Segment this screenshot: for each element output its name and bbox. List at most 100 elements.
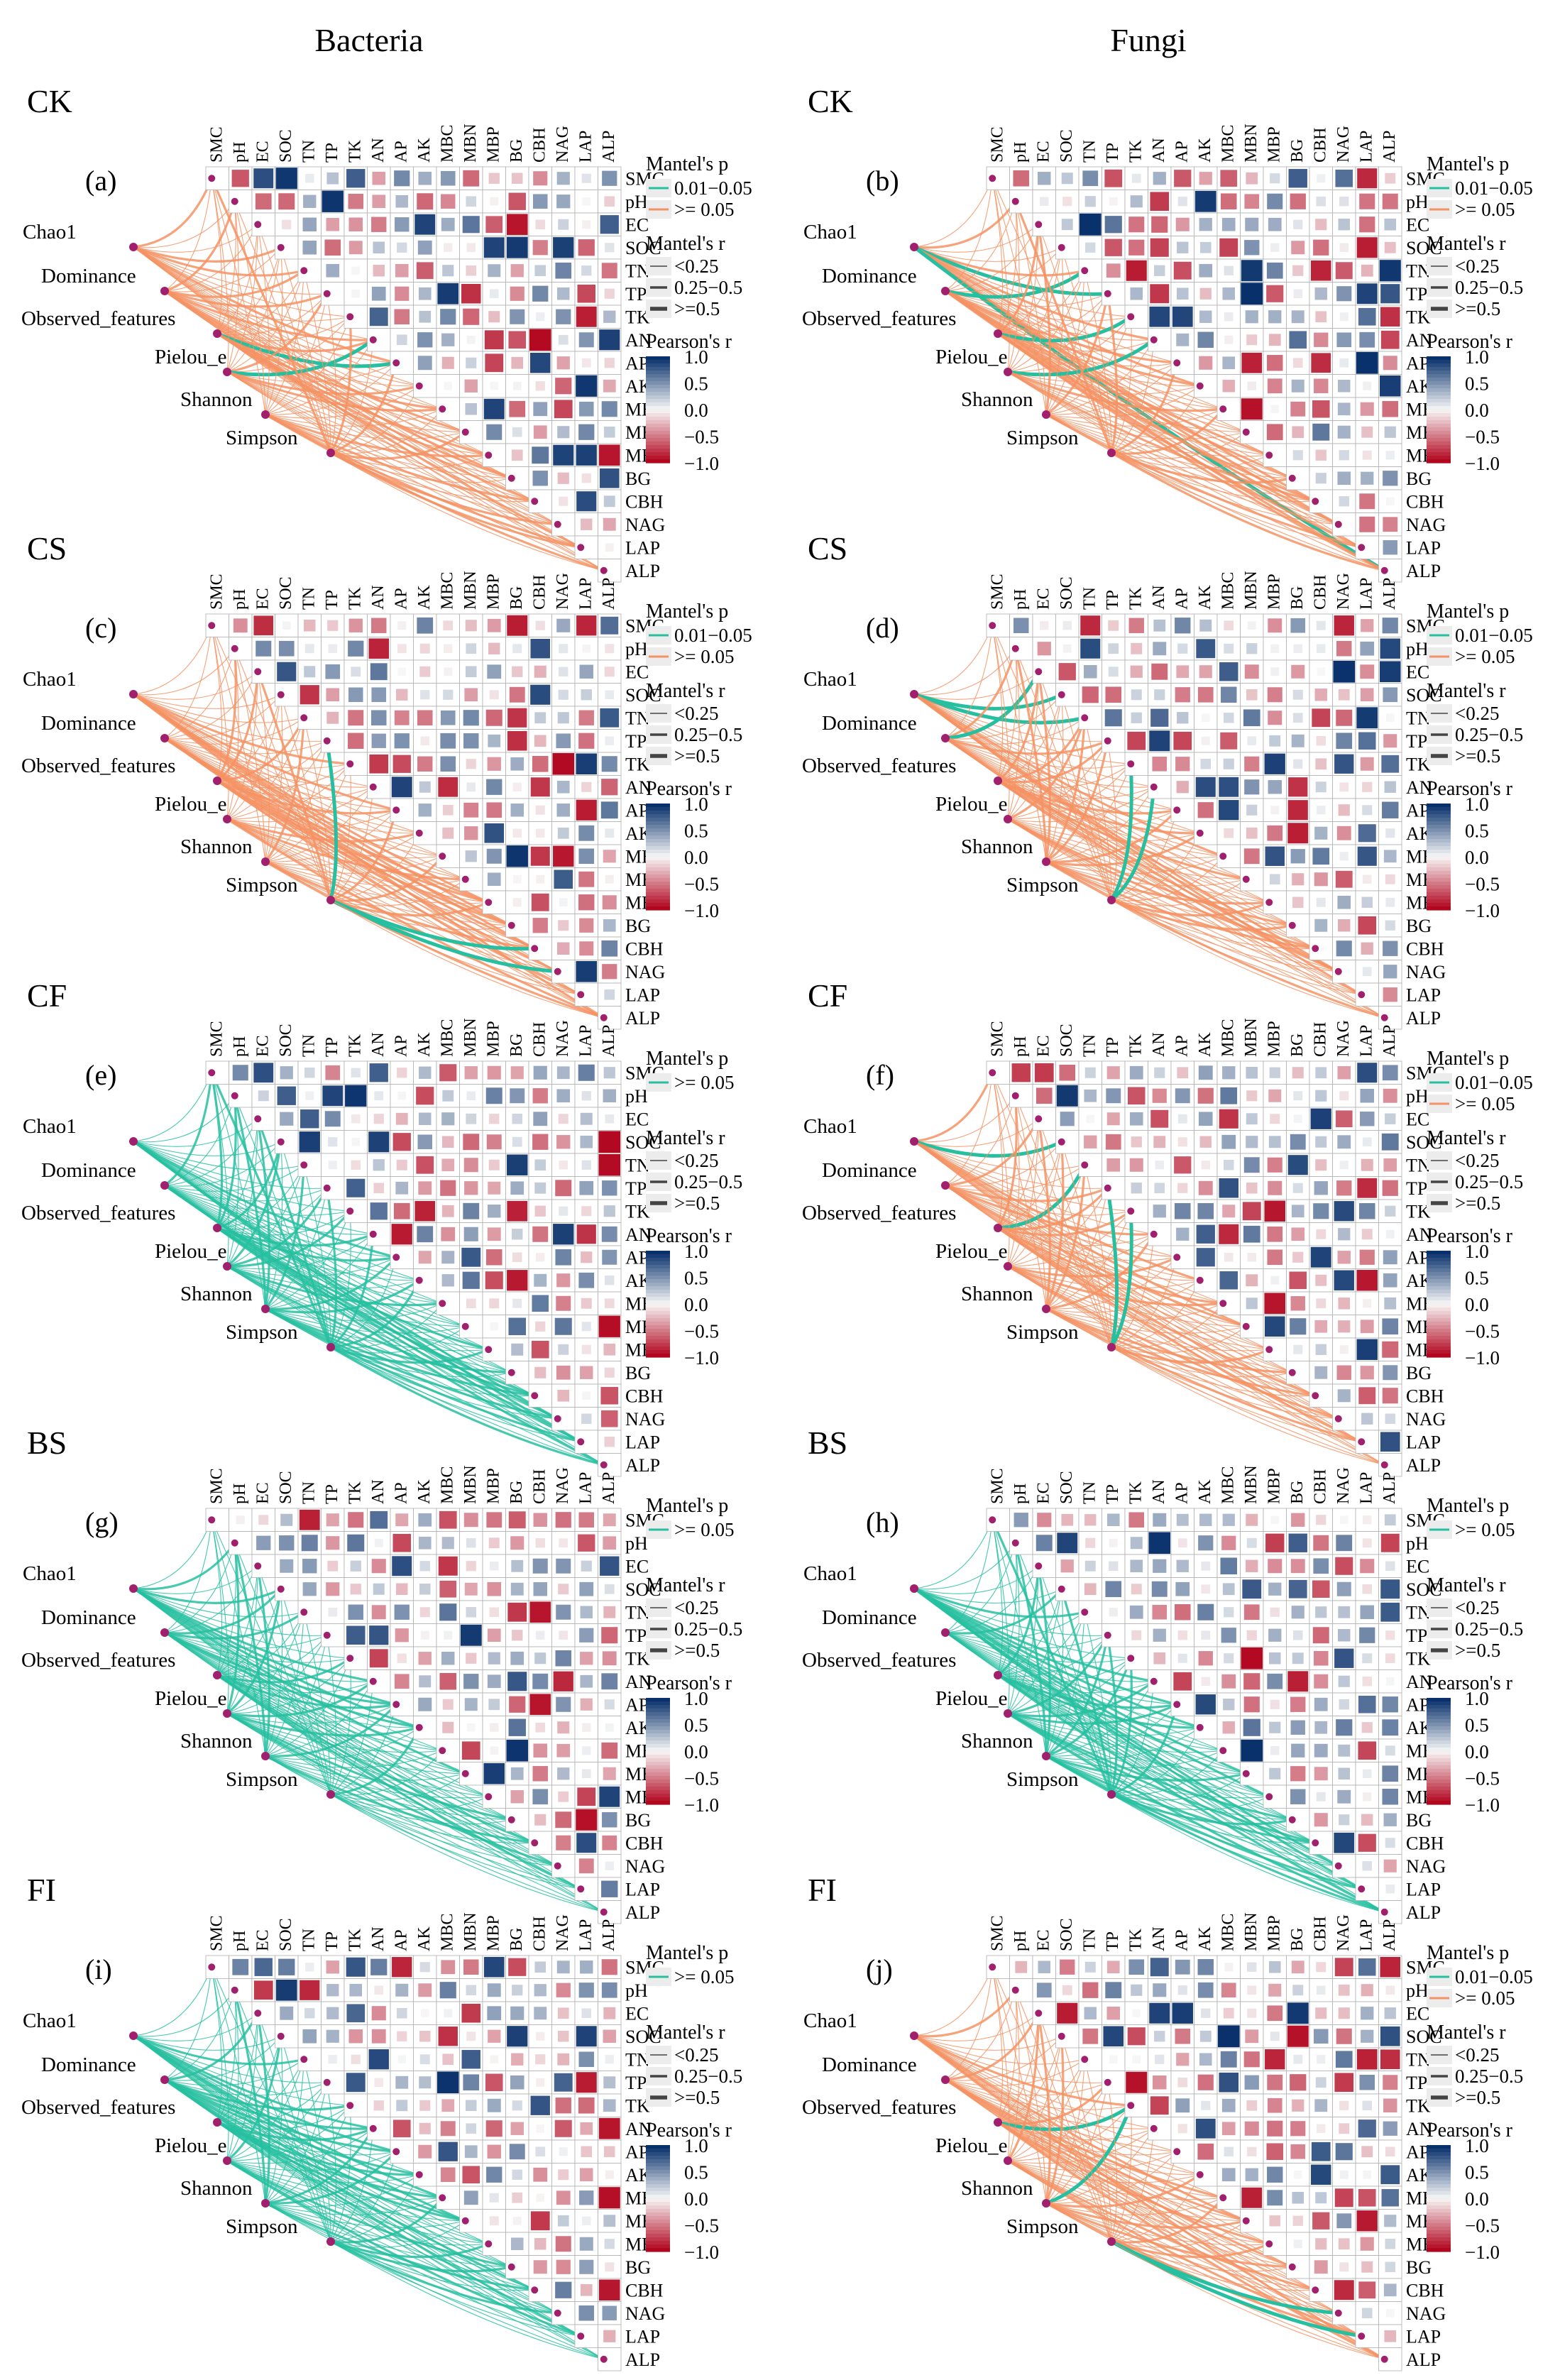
correlation-square xyxy=(1199,172,1212,185)
mantel-link xyxy=(945,625,993,739)
index-label: Simpson xyxy=(1006,1768,1079,1791)
mantel-link xyxy=(945,290,1108,307)
correlation-square xyxy=(440,733,456,749)
correlation-square xyxy=(1219,1224,1239,1244)
correlation-square xyxy=(601,1880,618,1897)
correlation-square xyxy=(1356,283,1378,305)
variable-node xyxy=(1265,451,1273,459)
mantel-link xyxy=(1111,452,1270,469)
variable-node xyxy=(1288,474,1296,482)
correlation-square xyxy=(1082,686,1099,703)
correlation-square xyxy=(510,286,524,301)
column-label: TK xyxy=(1126,1481,1145,1504)
correlation-square xyxy=(1221,1628,1236,1643)
colorbar-segment xyxy=(646,2156,670,2160)
correlation-square xyxy=(439,1510,457,1529)
correlation-square xyxy=(488,1537,500,1549)
mantel-links xyxy=(133,625,605,1019)
correlation-square xyxy=(1241,1647,1263,1669)
correlation-square xyxy=(371,733,386,748)
correlation-square xyxy=(1246,827,1258,839)
correlation-square xyxy=(396,334,407,346)
correlation-square xyxy=(1384,426,1396,438)
colorbar-tick: −0.5 xyxy=(684,1321,719,1342)
colorbar-segment xyxy=(1427,882,1451,886)
correlation-square xyxy=(1290,401,1306,417)
correlation-square xyxy=(512,828,522,838)
correlation-square xyxy=(1151,663,1168,680)
correlation-square xyxy=(346,2073,366,2093)
correlation-square xyxy=(392,755,411,773)
correlation-square xyxy=(581,1298,592,1309)
colorbar-segment xyxy=(646,1315,670,1319)
correlation-square xyxy=(1198,1651,1213,1666)
correlation-square xyxy=(418,287,432,300)
correlation-square xyxy=(1264,753,1285,774)
correlation-square xyxy=(580,1698,593,1711)
mantel-link xyxy=(164,290,373,341)
correlation-square xyxy=(1314,1767,1328,1781)
mantel-link xyxy=(226,270,304,373)
mantel-link xyxy=(226,371,420,395)
mantel-link xyxy=(997,333,1177,367)
column-label: BG xyxy=(507,139,526,163)
variable-node xyxy=(531,2286,539,2294)
correlation-square xyxy=(1335,1557,1353,1575)
colorbar-segment xyxy=(646,399,670,403)
correlation-square xyxy=(1361,264,1373,277)
mantel-link xyxy=(913,245,1108,296)
correlation-square xyxy=(1292,1630,1303,1640)
correlation-square xyxy=(1384,218,1397,231)
index-label: Dominance xyxy=(41,2053,136,2076)
colorbar-tick: 0.5 xyxy=(1465,373,1489,395)
correlation-square xyxy=(394,309,410,325)
correlation-square xyxy=(602,2305,617,2320)
correlation-square xyxy=(490,382,498,390)
correlation-square xyxy=(436,2071,459,2094)
variable-node xyxy=(1104,1631,1111,1639)
variable-node xyxy=(369,336,377,344)
mantel-link xyxy=(1111,317,1132,454)
colorbar-tick: 0.0 xyxy=(684,2188,708,2210)
column-label: pH xyxy=(1011,142,1030,163)
variable-node xyxy=(300,714,308,722)
variable-node xyxy=(439,852,446,860)
row-label: AP xyxy=(1406,353,1429,373)
colorbar-segment xyxy=(1427,871,1451,875)
correlation-square xyxy=(1220,193,1237,210)
column-label: MBC xyxy=(1219,125,1237,163)
correlation-square xyxy=(1223,1159,1234,1170)
correlation-square xyxy=(601,1982,617,1998)
correlation-square xyxy=(418,1513,432,1527)
colorbar-segment xyxy=(646,2166,670,2171)
colorbar-segment xyxy=(646,1325,670,1329)
correlation-square xyxy=(1224,335,1234,344)
correlation-square xyxy=(578,401,594,417)
correlation-square xyxy=(1316,1229,1326,1239)
row-label: BG xyxy=(625,916,651,936)
colorbar-segment xyxy=(646,1290,670,1294)
mantel-link xyxy=(330,855,444,902)
variable-node xyxy=(485,451,493,459)
correlation-square xyxy=(603,2007,616,2019)
colorbar-segment xyxy=(1427,1318,1451,1322)
mantel-link xyxy=(913,224,1039,253)
correlation-square xyxy=(1385,920,1395,931)
variable-node xyxy=(254,668,262,676)
index-node xyxy=(223,368,231,376)
variable-node xyxy=(392,806,400,814)
correlation-square xyxy=(534,1366,546,1378)
correlation-square xyxy=(1154,1183,1165,1194)
colorbar-segment xyxy=(1427,1787,1451,1791)
mantel-link xyxy=(1007,371,1224,412)
correlation-square xyxy=(485,353,504,373)
correlation-square xyxy=(326,1961,339,1974)
correlation-square xyxy=(416,262,434,280)
correlation-square xyxy=(1385,1229,1395,1239)
correlation-square xyxy=(1198,1180,1213,1195)
correlation-square xyxy=(529,329,551,351)
index-label: Chao1 xyxy=(23,2009,77,2032)
colorbar-tick: −0.5 xyxy=(1465,874,1500,895)
heatmap-cell xyxy=(1378,166,1402,190)
correlation-square xyxy=(1220,1557,1238,1575)
